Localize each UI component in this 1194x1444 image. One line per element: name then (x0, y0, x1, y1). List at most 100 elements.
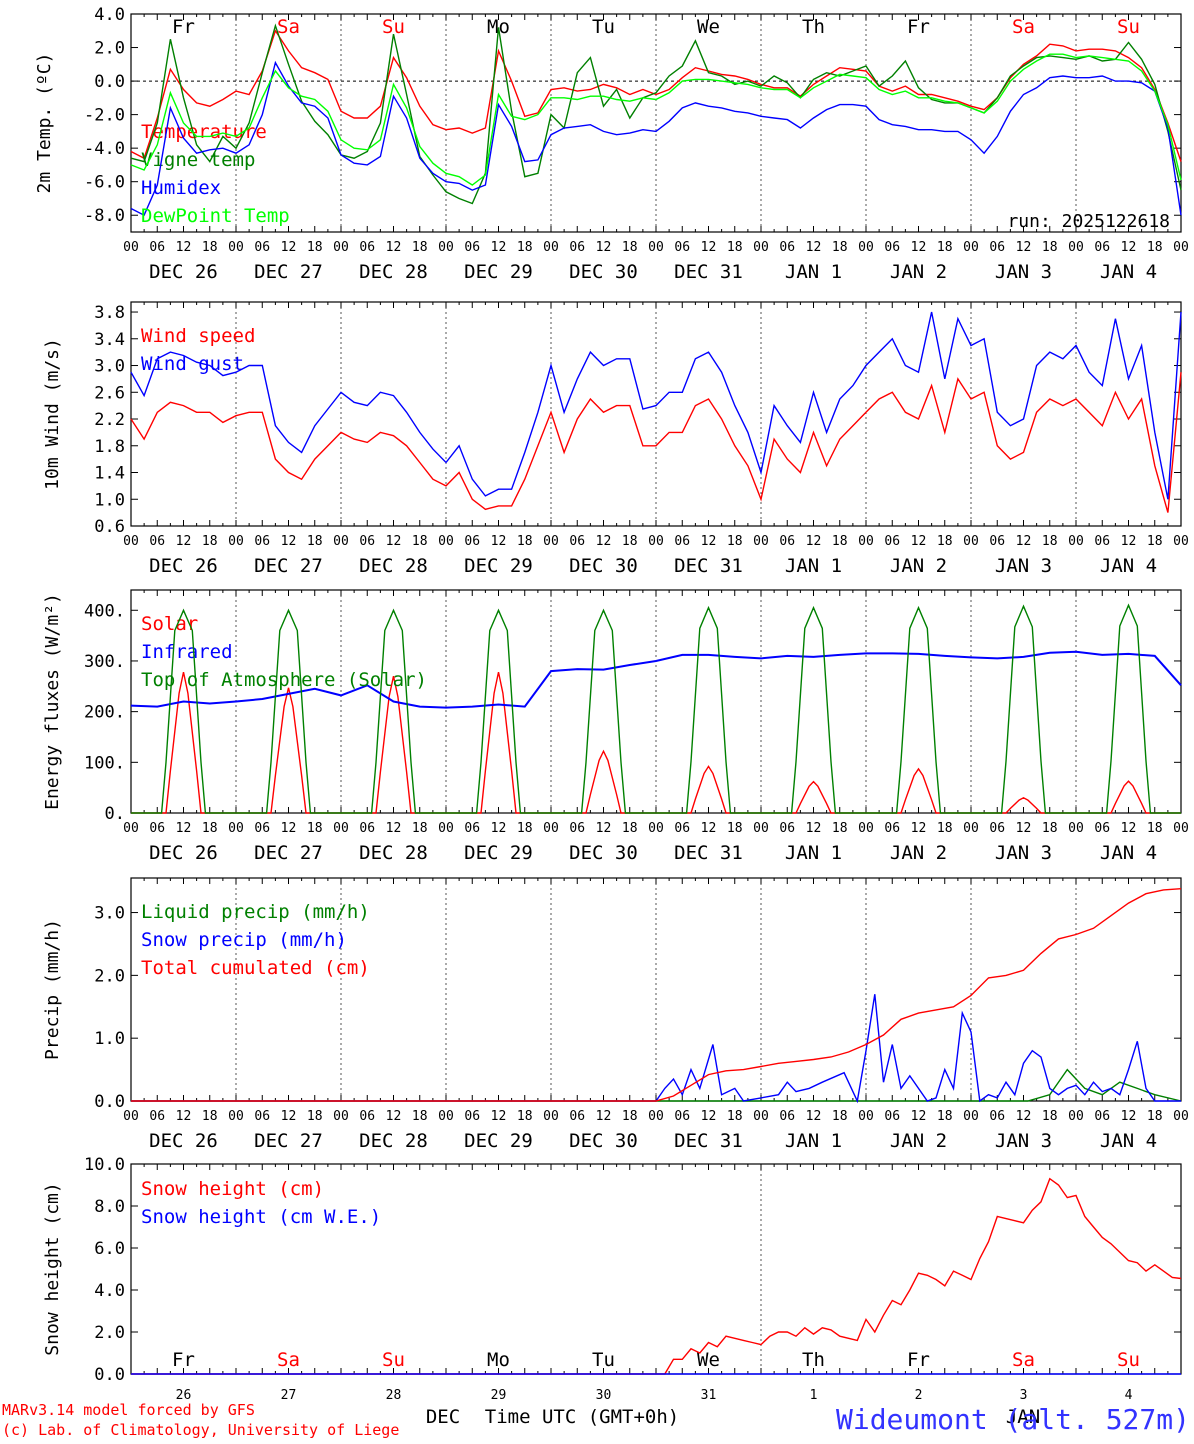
hour-label: 12 (806, 534, 822, 549)
hour-label: 18 (727, 821, 743, 836)
hour-label: 06 (674, 821, 690, 836)
hour-label: 06 (779, 821, 795, 836)
hour-label: 18 (202, 1109, 218, 1124)
hour-label: 06 (254, 1109, 270, 1124)
hour-label: 00 (228, 534, 244, 549)
y-tick-label: 400. (84, 601, 125, 621)
y-axis-label: 10m Wind (m/s) (42, 338, 63, 490)
day-number-label: 30 (596, 1388, 612, 1403)
x-axis-label: Time UTC (GMT+0h) (485, 1406, 679, 1428)
y-tick-label: 1.4 (94, 464, 125, 484)
hour-label: 00 (333, 534, 349, 549)
date-label: DEC 31 (674, 842, 743, 864)
hour-label: 06 (1094, 821, 1110, 836)
y-tick-label: 0.0 (94, 1365, 125, 1385)
date-label: JAN 3 (995, 842, 1052, 864)
hour-label: 12 (491, 821, 507, 836)
y-tick-label: -4.0 (84, 139, 125, 159)
series-line-wind-gust (130, 311, 1182, 500)
weekday-label: Sa (1012, 1349, 1035, 1371)
legend-entry: Total cumulated (cm) (141, 957, 370, 979)
hour-label: 18 (1042, 534, 1058, 549)
panel-4: 0.0 1.0 2.0 3.0 Precip (mm/h) 00 06 12 18 DEC 26 0… (42, 877, 1189, 1152)
hour-label: 18 (307, 240, 323, 255)
hour-label: 18 (307, 821, 323, 836)
y-tick-label: 0.0 (94, 1092, 125, 1112)
weekday-label: Sa (277, 1349, 300, 1371)
hour-label: 18 (1147, 240, 1163, 255)
hour-label: 12 (911, 1109, 927, 1124)
hour-label: 06 (779, 1109, 795, 1124)
series-line-dewpoint-temp (130, 53, 1182, 186)
date-label: JAN 1 (785, 261, 842, 283)
hour-label: 12 (911, 240, 927, 255)
legend-entry: DewPoint Temp (141, 205, 290, 227)
hour-label: 06 (149, 1109, 165, 1124)
hour-label: 18 (622, 821, 638, 836)
hour-label: 18 (412, 821, 428, 836)
hour-label: 18 (517, 1109, 533, 1124)
hour-label: 00 (333, 1109, 349, 1124)
hour-label: 12 (1016, 1109, 1032, 1124)
hour-label: 00 (963, 821, 979, 836)
weekday-label: Mo (487, 1349, 510, 1371)
run-annotation: run: 2025122618 (1007, 211, 1170, 232)
hour-label: 18 (622, 1109, 638, 1124)
hour-label: 00 (438, 534, 454, 549)
hour-label: 00 (963, 534, 979, 549)
hour-label: 00 (753, 1109, 769, 1124)
hour-label: 06 (884, 534, 900, 549)
series-line-top-of-atmosphere-solar- (131, 603, 1181, 814)
hour-label: 18 (202, 821, 218, 836)
hour-label: 12 (281, 534, 297, 549)
hour-label: 06 (254, 534, 270, 549)
y-axis-label: 2m Temp. (ºC) (34, 53, 55, 194)
day-number-label: 31 (701, 1388, 717, 1403)
weekday-label: Su (382, 16, 405, 38)
day-number-label: 1 (810, 1388, 818, 1403)
day-number-label: 27 (281, 1388, 297, 1403)
hour-label: 06 (1094, 534, 1110, 549)
hour-label: 00 (753, 534, 769, 549)
bottom-month-label: JAN (1006, 1406, 1040, 1428)
y-tick-label: -2.0 (84, 106, 125, 126)
hour-label: 12 (281, 1109, 297, 1124)
weekday-label: We (697, 16, 720, 38)
weekday-label: Fr (172, 1349, 195, 1371)
y-tick-label: -8.0 (84, 206, 125, 226)
series-line-infrared (130, 650, 1182, 709)
hour-label: 12 (491, 240, 507, 255)
hour-label: 00 (123, 240, 139, 255)
date-label: JAN 3 (995, 555, 1052, 577)
hour-label: 12 (596, 821, 612, 836)
y-tick-label: 100. (84, 753, 125, 773)
date-label: DEC 28 (359, 555, 428, 577)
hour-label: 12 (176, 240, 192, 255)
hour-label: 06 (779, 534, 795, 549)
date-label: JAN 2 (890, 555, 947, 577)
y-tick-label: 4.0 (94, 5, 125, 25)
hour-label: 18 (727, 240, 743, 255)
hour-label: 00 (123, 1109, 139, 1124)
hour-label: 06 (359, 240, 375, 255)
hour-label: 06 (464, 534, 480, 549)
panel-5: 0.0 2.0 4.0 6.0 8.0 10.0 Snow height (cm) Fr Sa S… (42, 1155, 1182, 1385)
hour-label: 00 (648, 240, 664, 255)
date-label: DEC 28 (359, 1130, 428, 1152)
hour-label: 18 (1147, 821, 1163, 836)
hour-label: 00 (1173, 240, 1189, 255)
hour-label: 18 (832, 821, 848, 836)
hour-label: 00 (1173, 1109, 1189, 1124)
date-label: DEC 30 (569, 842, 638, 864)
hour-label: 18 (1147, 1109, 1163, 1124)
hour-label: 00 (648, 534, 664, 549)
hour-label: 00 (1068, 821, 1084, 836)
date-label: DEC 29 (464, 261, 533, 283)
hour-label: 06 (254, 821, 270, 836)
date-label: JAN 4 (1100, 1130, 1157, 1152)
day-number-label: 26 (176, 1388, 192, 1403)
legend-entry: Solar (141, 613, 198, 635)
day-number-label: 28 (386, 1388, 402, 1403)
hour-label: 00 (438, 240, 454, 255)
hour-label: 18 (1042, 240, 1058, 255)
